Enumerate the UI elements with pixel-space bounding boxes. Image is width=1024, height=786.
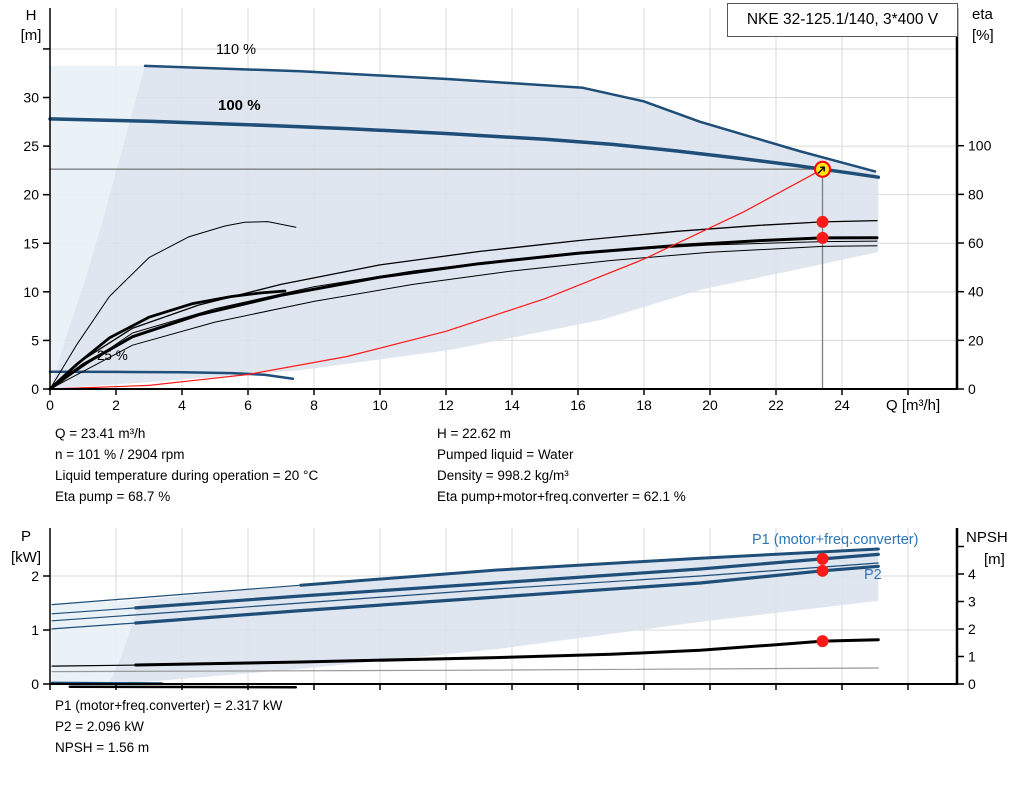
eta-total-point xyxy=(817,232,829,244)
left-axis-title: H xyxy=(26,7,37,24)
tick-label: 2 xyxy=(31,568,39,584)
annotation-density: Density = 998.2 kg/m³ xyxy=(437,468,569,483)
tick-label: 30 xyxy=(23,90,39,106)
right-axis-unit: [m] xyxy=(984,551,1005,568)
tick-label: 18 xyxy=(636,397,652,413)
tick-label: 80 xyxy=(968,186,984,202)
tick-label: 20 xyxy=(23,187,39,203)
tick-label: 0 xyxy=(31,676,39,692)
tick-label: 6 xyxy=(244,397,252,413)
tick-label: 40 xyxy=(968,284,984,300)
tick-label: 12 xyxy=(438,397,454,413)
curve-label-25: 25 % xyxy=(97,348,128,363)
tick-label: 100 xyxy=(968,138,992,154)
annotation-speed: n = 101 % / 2904 rpm xyxy=(55,447,184,462)
curve-label-100: 100 % xyxy=(218,97,261,114)
tick-label: 8 xyxy=(310,397,318,413)
tick-label: 0 xyxy=(968,381,976,397)
curve-label-p1: P1 (motor+freq.converter) xyxy=(752,532,918,548)
pump-model-title: NKE 32-125.1/140, 3*400 V xyxy=(727,3,958,37)
tick-label: 2 xyxy=(112,397,120,413)
left-axis-unit: [kW] xyxy=(11,549,41,566)
tick-label: 10 xyxy=(372,397,388,413)
tick-label: 25 xyxy=(23,138,39,154)
annotation-pumped-liquid: Pumped liquid = Water xyxy=(437,447,573,462)
annotation-eta-total: Eta pump+motor+freq.converter = 62.1 % xyxy=(437,489,686,504)
npsh-point xyxy=(817,635,829,647)
tick-label: 5 xyxy=(31,332,39,348)
left-axis-unit: [m] xyxy=(21,27,42,44)
annotation-head: H = 22.62 m xyxy=(437,426,511,441)
right-axis-unit: [%] xyxy=(972,27,994,44)
annotation-q: Q = 23.41 m³/h xyxy=(55,426,145,441)
tick-label: 0 xyxy=(968,676,976,692)
tick-label: 0 xyxy=(46,397,54,413)
curve-label-110: 110 % xyxy=(216,42,256,58)
tick-label: 1 xyxy=(31,622,39,638)
tick-label: 60 xyxy=(968,235,984,251)
left-axis-title: P xyxy=(21,528,31,545)
annotation-p2: P2 = 2.096 kW xyxy=(55,719,144,734)
tick-label: 2 xyxy=(968,621,976,637)
right-axis-title: NPSH xyxy=(966,529,1008,546)
p2-curve-25 xyxy=(70,687,296,688)
tick-label: 24 xyxy=(834,397,850,413)
p1-point xyxy=(817,553,829,565)
tick-label: 10 xyxy=(23,284,39,300)
tick-label: 20 xyxy=(702,397,718,413)
duty-point-arrow-icon xyxy=(824,167,825,172)
tick-label: 4 xyxy=(178,397,186,413)
x-axis-title: Q [m³/h] xyxy=(886,397,940,414)
annotation-npsh: NPSH = 1.56 m xyxy=(55,740,149,755)
annotation-p1: P1 (motor+freq.converter) = 2.317 kW xyxy=(55,698,282,713)
tick-label: 20 xyxy=(968,332,984,348)
tick-label: 22 xyxy=(768,397,784,413)
curve-label-p2: P2 xyxy=(864,567,882,583)
annotation-liquid-temp: Liquid temperature during operation = 20… xyxy=(55,468,318,483)
tick-label: 14 xyxy=(504,397,520,413)
p2-point xyxy=(817,565,829,577)
right-axis-title: eta xyxy=(972,6,994,23)
annotation-eta-pump: Eta pump = 68.7 % xyxy=(55,489,170,504)
tick-label: 0 xyxy=(31,381,39,397)
tick-label: 4 xyxy=(968,566,976,582)
tick-label: 3 xyxy=(968,594,976,610)
eta-pump-point xyxy=(817,216,829,228)
tick-label: 15 xyxy=(23,235,39,251)
tick-label: 1 xyxy=(968,649,976,665)
tick-label: 16 xyxy=(570,397,586,413)
